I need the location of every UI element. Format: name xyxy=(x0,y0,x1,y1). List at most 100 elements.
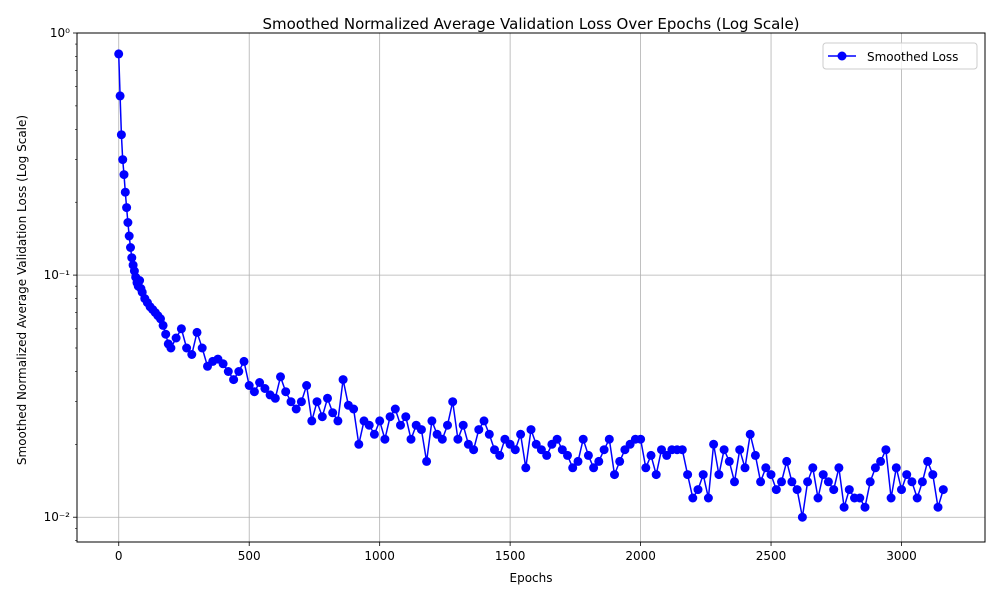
data-point xyxy=(182,343,192,353)
data-point xyxy=(469,445,479,455)
data-point xyxy=(161,329,171,339)
data-point xyxy=(730,477,739,487)
data-point xyxy=(406,434,416,444)
data-point xyxy=(526,425,536,435)
data-point xyxy=(636,434,646,444)
data-point xyxy=(750,450,760,460)
data-point xyxy=(583,450,593,460)
y-tick-label: 10⁻² xyxy=(44,510,71,524)
data-point xyxy=(771,485,781,495)
data-point xyxy=(516,429,526,439)
data-point xyxy=(573,456,583,466)
data-point xyxy=(249,387,259,397)
data-point xyxy=(646,450,656,460)
data-point xyxy=(276,372,285,382)
data-point xyxy=(270,393,280,403)
x-tick-label: 2000 xyxy=(625,549,656,563)
x-tick-label: 0 xyxy=(115,549,123,563)
data-point xyxy=(120,187,130,197)
x-tick-label: 2500 xyxy=(756,549,787,563)
data-point xyxy=(641,463,651,473)
data-point xyxy=(126,243,135,252)
data-point xyxy=(761,463,771,473)
data-point xyxy=(657,445,666,455)
x-axis-label: Epochs xyxy=(510,571,553,585)
data-point xyxy=(223,367,233,376)
x-tick-label: 500 xyxy=(238,549,261,563)
data-point xyxy=(536,445,546,455)
data-point xyxy=(938,485,948,495)
data-point xyxy=(740,463,750,473)
data-point xyxy=(484,429,494,439)
data-point xyxy=(604,434,614,444)
series-line xyxy=(117,53,945,518)
data-point xyxy=(396,420,405,430)
x-tick-label: 1000 xyxy=(364,549,395,563)
grid xyxy=(77,32,985,542)
data-point xyxy=(552,434,562,444)
data-point xyxy=(122,203,132,213)
data-point xyxy=(448,397,458,407)
data-point xyxy=(797,512,807,522)
data-point xyxy=(902,470,912,480)
data-point xyxy=(281,387,291,397)
data-point xyxy=(244,381,254,390)
data-point xyxy=(709,439,719,449)
data-point xyxy=(557,445,567,455)
data-point xyxy=(166,343,176,353)
data-point xyxy=(521,463,531,473)
data-point xyxy=(813,493,823,503)
data-point xyxy=(323,393,332,403)
data-point xyxy=(808,463,818,473)
data-point xyxy=(782,456,792,466)
plot-frame xyxy=(76,32,986,543)
data-point xyxy=(610,470,619,480)
data-point xyxy=(369,429,379,439)
data-point xyxy=(860,502,870,512)
y-axis-label: Smoothed Normalized Average Validation L… xyxy=(15,115,29,465)
data-point xyxy=(385,412,395,422)
y-tick-label: 10⁻¹ xyxy=(44,268,71,282)
data-point xyxy=(510,445,520,455)
data-point xyxy=(855,493,865,503)
data-point xyxy=(192,327,202,337)
data-point xyxy=(719,445,729,455)
data-point xyxy=(745,429,755,439)
data-point xyxy=(239,356,249,366)
data-point xyxy=(724,456,734,466)
data-point xyxy=(792,485,802,495)
data-point xyxy=(229,375,239,385)
data-point xyxy=(176,324,186,334)
data-point xyxy=(683,470,693,480)
data-point xyxy=(542,450,552,460)
data-point xyxy=(135,276,145,285)
data-point xyxy=(255,378,265,387)
data-point xyxy=(594,456,604,466)
data-point xyxy=(490,445,499,455)
data-point xyxy=(495,450,505,460)
data-point xyxy=(787,477,797,487)
data-point xyxy=(380,434,390,444)
data-point xyxy=(897,485,906,495)
legend: Smoothed Loss xyxy=(822,42,978,70)
data-point xyxy=(844,485,854,495)
data-point xyxy=(563,450,572,460)
data-point xyxy=(333,416,343,426)
data-point xyxy=(158,320,168,330)
data-point xyxy=(839,502,849,512)
data-point xyxy=(688,493,698,503)
data-point xyxy=(912,493,922,503)
data-point xyxy=(714,470,724,480)
data-point xyxy=(401,412,411,422)
data-point xyxy=(818,470,828,480)
data-point xyxy=(870,463,880,473)
data-point xyxy=(354,439,364,449)
data-point xyxy=(390,404,400,414)
data-point xyxy=(364,420,374,430)
data-point xyxy=(349,404,359,414)
data-point xyxy=(338,375,348,385)
data-point xyxy=(933,502,943,512)
data-point xyxy=(615,456,625,466)
